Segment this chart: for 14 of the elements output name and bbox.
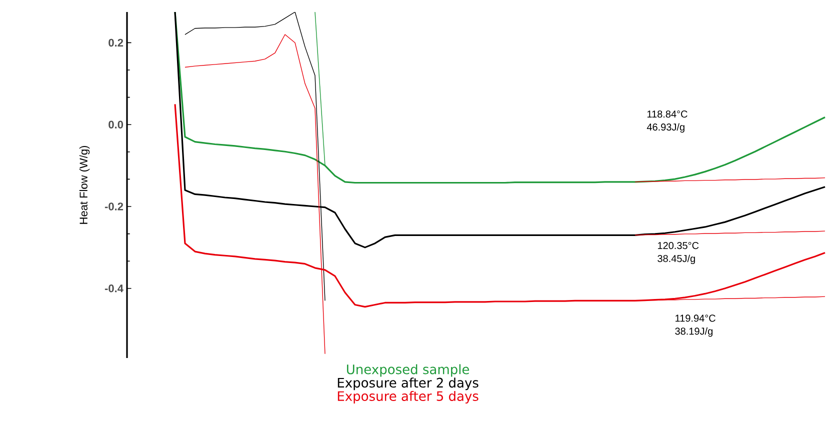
text: Exposure after 5 days bbox=[338, 390, 478, 404]
annotation: 46.93J/g bbox=[646, 123, 684, 133]
annotation: 118.84°C bbox=[647, 110, 688, 118]
annotation: 119.94°C bbox=[676, 314, 716, 322]
y-tick-label: 0.2 bbox=[108, 38, 124, 47]
y-tick-label: -0.2 bbox=[104, 202, 124, 210]
annotation: 38.19J/g bbox=[675, 327, 712, 337]
annotation: 38.45J/g bbox=[658, 254, 695, 264]
text: Unexposed sample bbox=[347, 364, 470, 377]
y-axis-title: Heat Flow (W/g) bbox=[79, 146, 90, 224]
text: Exposure after 2 days bbox=[338, 378, 478, 390]
y-tick-label: 0.0 bbox=[108, 120, 124, 128]
annotation: 120.35°C bbox=[658, 242, 699, 250]
y-tick-label: -0.4 bbox=[104, 284, 124, 292]
